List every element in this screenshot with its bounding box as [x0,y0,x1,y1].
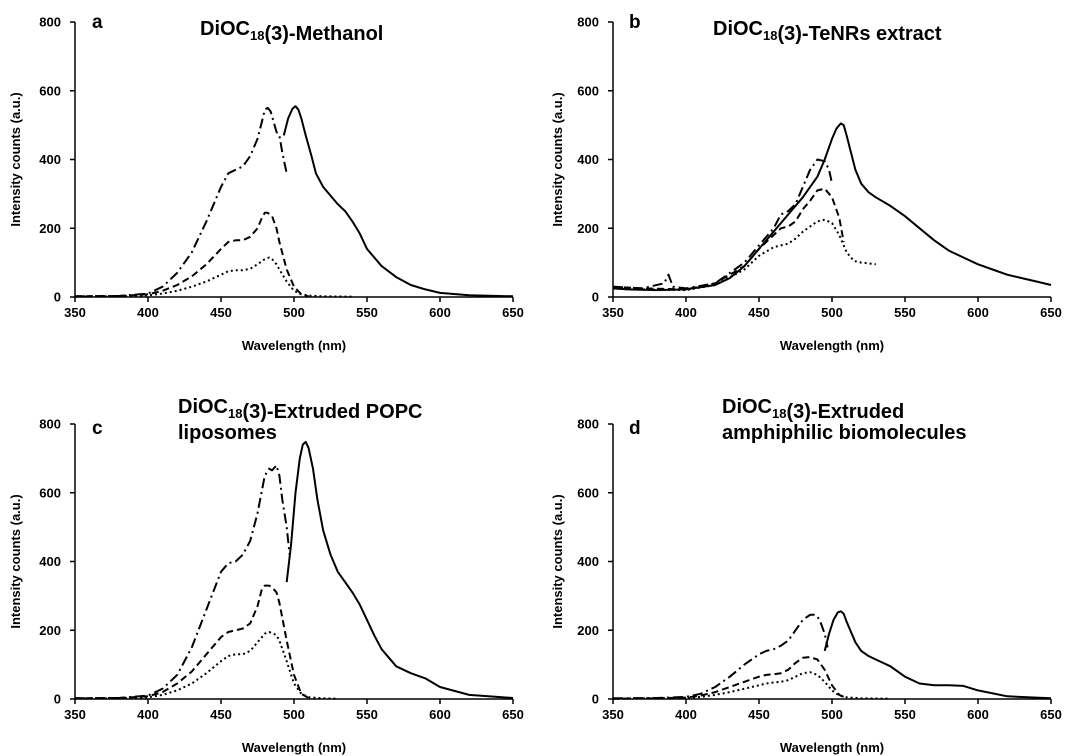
y-tick-label: 0 [54,692,61,707]
panel-c: 0 200 400 600 800 350 400 450 500 550 600 650 Wavele… [8,396,524,755]
series-line-dashdot [612,158,833,290]
x-tick-label: 400 [675,305,697,320]
y-axis-label: Intensity counts (a.u.) [8,92,23,226]
panel-title-line2: liposomes [178,422,277,444]
y-tick-label: 0 [54,290,61,305]
panel-letter: c [92,418,103,439]
x-tick-label: 650 [1040,305,1062,320]
panel-title: DiOC18(3)-Methanol [200,18,383,45]
panel-letter: b [629,12,641,33]
panel-b: 0 200 400 600 800 350 400 450 500 550 600 650 Wavele… [550,12,1062,353]
x-tick-label: 600 [967,305,989,320]
x-tick-label: 350 [602,305,624,320]
x-tick-label: 350 [64,707,86,722]
x-tick-label: 550 [894,305,916,320]
x-axis-label: Wavelength (nm) [780,338,884,353]
y-tick-label: 0 [592,692,599,707]
x-tick-label: 400 [675,707,697,722]
y-tick-label: 800 [39,15,61,30]
x-tick-label: 450 [210,305,232,320]
y-tick-label: 800 [39,417,61,432]
x-tick-label: 550 [894,707,916,722]
x-tick-label: 400 [137,305,159,320]
series-line-dash [74,584,310,700]
x-tick-label: 350 [602,707,624,722]
x-tick-label: 400 [137,707,159,722]
y-tick-label: 200 [39,623,61,638]
x-tick-label: 650 [502,707,524,722]
series-line-solid [823,610,1052,700]
y-tick-label: 600 [577,83,599,98]
x-tick-label: 550 [356,707,378,722]
series-line-dot [612,671,891,700]
series-line-solid [285,440,514,699]
x-tick-label: 450 [210,707,232,722]
x-tick-label: 550 [356,305,378,320]
y-axis-label: Intensity counts (a.u.) [550,92,565,226]
series-line-dash [612,656,847,700]
panel-a: 0 200 400 600 800 350 400 450 500 550 600 650 Wavele… [8,12,524,353]
panel-title: DiOC18(3)-TeNRs extract [713,18,942,45]
series-line-dot [74,256,353,298]
y-tick-label: 400 [577,152,599,167]
x-tick-label: 650 [1040,707,1062,722]
series-line-dashdot [74,106,288,298]
x-axis-label: Wavelength (nm) [780,740,884,755]
y-axis-label: Intensity counts (a.u.) [8,494,23,628]
y-tick-label: 800 [577,15,599,30]
panel-letter: d [629,418,641,439]
series-line-dot [74,631,338,700]
y-tick-label: 200 [577,221,599,236]
panel-title: DiOC18(3)-Extruded POPC [178,396,423,423]
x-axis-label: Wavelength (nm) [242,740,346,755]
panel-d: 0 200 400 600 800 350 400 450 500 550 600 650 Wavele… [550,396,1062,755]
x-tick-label: 600 [429,707,451,722]
y-tick-label: 600 [39,83,61,98]
y-tick-label: 0 [592,290,599,305]
x-tick-label: 650 [502,305,524,320]
series-line-dot [612,218,876,292]
y-tick-label: 600 [577,485,599,500]
y-tick-label: 400 [39,554,61,569]
panel-letter: a [92,12,103,33]
x-tick-label: 500 [821,305,843,320]
series-line-dashdot [74,464,291,700]
series-line-dashdot [612,613,829,700]
y-axis-label: Intensity counts (a.u.) [550,494,565,628]
panel-title: DiOC18(3)-Extruded [722,396,904,423]
x-tick-label: 500 [283,707,305,722]
y-tick-label: 200 [577,623,599,638]
x-tick-label: 350 [64,305,86,320]
y-tick-label: 600 [39,485,61,500]
y-tick-label: 400 [39,152,61,167]
x-tick-label: 600 [967,707,989,722]
panel-title-line2: amphiphilic biomolecules [722,422,967,444]
y-tick-label: 200 [39,221,61,236]
series-line-dash [74,211,309,298]
x-tick-label: 450 [748,707,770,722]
x-tick-label: 500 [283,305,305,320]
series-line-solid [282,105,514,298]
series-line-dash [612,187,845,291]
x-tick-label: 450 [748,305,770,320]
series-line-solid [612,122,1052,292]
x-tick-label: 600 [429,305,451,320]
x-axis-label: Wavelength (nm) [242,338,346,353]
x-tick-label: 500 [821,707,843,722]
y-tick-label: 800 [577,417,599,432]
y-tick-label: 400 [577,554,599,569]
